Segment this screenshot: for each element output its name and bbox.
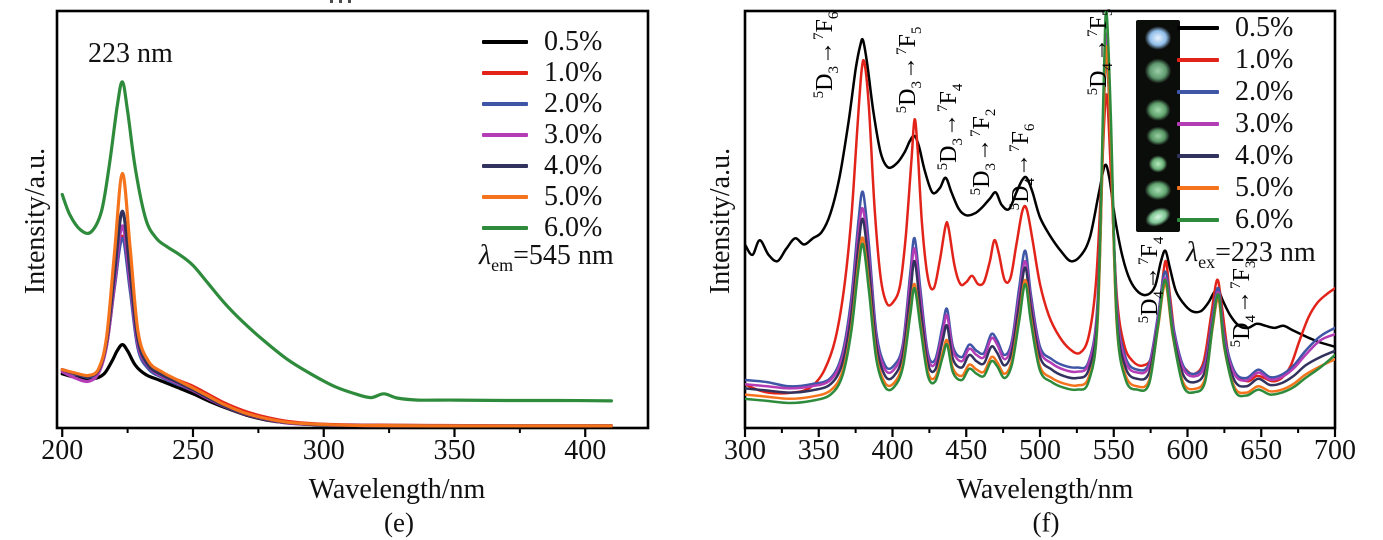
- transition-label-D3-F2: 5D3→7F2: [968, 108, 999, 196]
- legend-label: 4.0%: [544, 150, 603, 181]
- lambda-subscript: ex: [1198, 251, 1216, 272]
- lambda-symbol: λ: [1186, 237, 1199, 269]
- legend-label: 1.0%: [544, 57, 603, 88]
- peak-annotation-223nm: 223 nm: [88, 38, 173, 69]
- transition-label-D3-F5: 5D3→7F5: [894, 26, 925, 114]
- glowing-sample-blob: [1137, 199, 1179, 232]
- spectrum-curve-6.0%: [60, 80, 613, 403]
- lambda-value: =223 nm: [1215, 237, 1316, 269]
- x-tick-label: 450: [945, 435, 987, 466]
- legend-label: 6.0%: [1235, 204, 1294, 235]
- lambda-ex-label: λex=223 nm: [1186, 237, 1316, 273]
- x-axis-title-f: Wavelength/nm: [956, 474, 1134, 505]
- legend-item-0.5%: 0.5%: [482, 28, 602, 56]
- legend-label: 1.0%: [1235, 44, 1294, 75]
- series-group: [60, 80, 613, 428]
- legend-line-swatch: [482, 40, 528, 44]
- x-tick-label: 400: [564, 435, 606, 466]
- legend-line-swatch: [1177, 186, 1219, 190]
- lambda-em-label: λem=545 nm: [479, 240, 614, 276]
- glowing-sample-blob: [1146, 153, 1170, 175]
- lambda-value: =545 nm: [513, 240, 614, 272]
- legend-label: 0.5%: [544, 26, 603, 57]
- legend-line-swatch: [482, 164, 528, 168]
- legend-item-5.0%: 5.0%: [1177, 174, 1293, 202]
- legend-line-swatch: [482, 71, 528, 75]
- cropped-label-fragment: [330, 0, 356, 3]
- glowing-sample-blob: [1142, 96, 1174, 124]
- legend-item-6.0%: 6.0%: [1177, 206, 1293, 234]
- spectrum-curve-6.0%: [745, 11, 1335, 405]
- glowing-sample-blob: [1141, 23, 1175, 53]
- legend-label: 6.0%: [544, 212, 603, 243]
- x-tick-label: 200: [41, 435, 83, 466]
- legend-line-swatch: [1177, 154, 1219, 158]
- glowing-sample-blob: [1141, 177, 1175, 203]
- panel-label-f: (f): [1032, 507, 1060, 538]
- legend-item-5.0%: 5.0%: [482, 183, 602, 211]
- spectrum-curve-5.0%: [60, 171, 613, 428]
- legend-line-swatch: [1177, 58, 1219, 62]
- glowing-sample-blob: [1143, 124, 1173, 148]
- x-tick-label: 700: [1314, 435, 1356, 466]
- series-group: [745, 11, 1335, 405]
- transition-label-D3-F4: 5D3→7F4: [935, 83, 966, 171]
- legend-item-0.5%: 0.5%: [1177, 14, 1293, 42]
- lambda-symbol: λ: [479, 240, 492, 272]
- legend-item-2.0%: 2.0%: [482, 90, 602, 118]
- legend-label: 3.0%: [1235, 108, 1294, 139]
- x-tick-label: 300: [303, 435, 345, 466]
- transition-label-D4-F6: 5D4→7F6: [1007, 123, 1038, 211]
- x-tick-label: 300: [724, 435, 766, 466]
- transition-label-D4-F3: 5D4→7F3: [1228, 260, 1259, 348]
- legend-item-4.0%: 4.0%: [1177, 142, 1293, 170]
- legend-label: 5.0%: [1235, 172, 1294, 203]
- legend-line-swatch: [1177, 122, 1219, 126]
- legend-item-3.0%: 3.0%: [1177, 110, 1293, 138]
- legend-line-swatch: [482, 195, 528, 199]
- legend-line-swatch: [482, 226, 528, 230]
- panel-label-e: (e): [384, 507, 414, 538]
- x-tick-label: 400: [872, 435, 914, 466]
- transition-label-D4-F4: 5D4→7F4: [1136, 236, 1167, 324]
- legend-label: 3.0%: [544, 119, 603, 150]
- legend-label: 5.0%: [544, 181, 603, 212]
- legend-line-swatch: [1177, 218, 1219, 222]
- sample-photo-inset: [1136, 20, 1180, 232]
- legend-label: 0.5%: [1235, 12, 1294, 43]
- x-tick-label: 350: [798, 435, 840, 466]
- legend-label: 2.0%: [1235, 76, 1294, 107]
- plot-frame: [55, 9, 650, 430]
- legend-item-3.0%: 3.0%: [482, 121, 602, 149]
- spectrum-curve-1.0%: [745, 58, 1335, 395]
- legend-label: 2.0%: [544, 88, 603, 119]
- x-tick-label: 650: [1240, 435, 1282, 466]
- lambda-subscript: em: [491, 254, 514, 275]
- legend-item-1.0%: 1.0%: [1177, 46, 1293, 74]
- legend-item-1.0%: 1.0%: [482, 59, 602, 87]
- legend-item-4.0%: 4.0%: [482, 152, 602, 180]
- y-axis-title-e: Intensity/a.u.: [20, 147, 51, 295]
- legend-line-swatch: [482, 102, 528, 106]
- legend-line-swatch: [1177, 26, 1219, 30]
- transition-label-D3-F6: 5D3→7F6: [811, 11, 842, 99]
- x-tick-label: 550: [1093, 435, 1135, 466]
- legend-item-6.0%: 6.0%: [482, 214, 602, 242]
- glowing-sample-blob: [1141, 55, 1175, 87]
- legend-item-2.0%: 2.0%: [1177, 78, 1293, 106]
- x-tick-label: 500: [1019, 435, 1061, 466]
- x-tick-label: 250: [172, 435, 214, 466]
- transition-label-D4-F5: 5D4→7F5: [1085, 8, 1116, 96]
- x-tick-label: 350: [433, 435, 475, 466]
- x-axis-title-e: Wavelength/nm: [308, 474, 486, 505]
- x-tick-label: 600: [1167, 435, 1209, 466]
- legend-line-swatch: [1177, 90, 1219, 94]
- legend-label: 4.0%: [1235, 140, 1294, 171]
- y-axis-title-f: Intensity/a.u.: [705, 147, 736, 295]
- legend-line-swatch: [482, 133, 528, 137]
